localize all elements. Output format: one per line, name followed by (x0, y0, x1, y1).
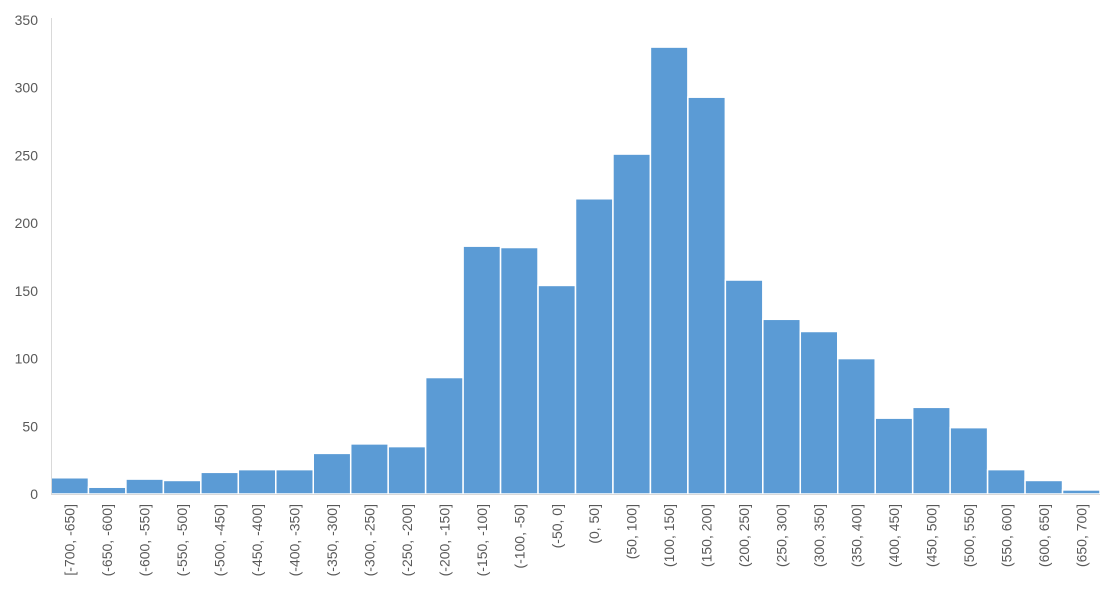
x-tick-label-2: (-600, -550] (137, 504, 153, 576)
x-tick-label-26: (600, 650] (1036, 504, 1052, 567)
x-tick-label-25: (550, 600] (998, 504, 1014, 567)
bar-10 (424, 376, 464, 495)
bar-2 (125, 478, 165, 495)
bar-11 (462, 245, 502, 495)
bar-25 (986, 468, 1026, 495)
bar-9 (387, 445, 427, 495)
bar-0 (50, 477, 90, 495)
bar-26 (1024, 479, 1064, 495)
x-tick-label-5: (-450, -400] (249, 504, 265, 576)
y-tick-label-3: 150 (15, 283, 39, 299)
x-tick-label-22: (400, 450] (886, 504, 902, 567)
x-tick-label-4: (-500, -450] (212, 504, 228, 576)
bar-13 (537, 284, 577, 495)
bar-3 (162, 479, 202, 495)
x-tick-label-27: (650, 700] (1073, 504, 1089, 567)
y-tick-label-2: 100 (15, 351, 39, 367)
bar-23 (911, 406, 951, 495)
y-tick-labels: 0 50 100 150 200 250 300 350 (15, 12, 39, 502)
bar-24 (949, 426, 989, 495)
x-tick-label-11: (-150, -100] (474, 504, 490, 576)
x-tick-label-7: (-350, -300] (324, 504, 340, 576)
bar-8 (349, 443, 389, 495)
bar-20 (799, 330, 839, 495)
x-tick-label-13: (-50, 0] (549, 504, 565, 548)
x-tick-label-20: (300, 350] (811, 504, 827, 567)
x-tick-label-15: (50, 100] (624, 504, 640, 559)
bar-7 (312, 452, 352, 495)
y-tick-label-1: 50 (22, 418, 38, 434)
bar-21 (837, 357, 876, 495)
bar-4 (200, 471, 240, 495)
x-tick-label-1: (-650, -600] (99, 504, 115, 576)
bar-1 (87, 486, 127, 495)
x-tick-label-6: (-400, -350] (287, 504, 303, 576)
bar-16 (649, 46, 689, 495)
x-tick-label-9: (-250, -200] (399, 504, 415, 576)
y-tick-label-5: 250 (15, 147, 39, 163)
bar-6 (275, 468, 315, 495)
x-tick-label-12: (-100, -50] (511, 504, 527, 569)
bar-18 (724, 279, 764, 495)
bar-27 (1061, 489, 1101, 495)
bar-5 (237, 468, 277, 495)
x-tick-label-17: (150, 200] (699, 504, 715, 567)
x-tick-label-14: (0, 50] (586, 504, 602, 544)
x-tick-label-21: (350, 400] (848, 504, 864, 567)
y-tick-label-7: 350 (15, 12, 39, 28)
bar-group (50, 46, 1101, 495)
y-tick-label-6: 300 (15, 80, 39, 96)
bar-22 (874, 417, 914, 495)
x-tick-label-19: (250, 300] (774, 504, 790, 567)
bar-12 (499, 246, 539, 495)
y-tick-label-4: 200 (15, 215, 39, 231)
x-tick-label-18: (200, 250] (736, 504, 752, 567)
y-tick-label-0: 0 (30, 486, 38, 502)
bar-15 (612, 153, 652, 495)
x-tick-label-10: (-200, -150] (436, 504, 452, 576)
bar-14 (574, 198, 614, 495)
x-tick-label-3: (-550, -500] (174, 504, 190, 576)
bar-19 (762, 318, 802, 495)
x-tick-labels: [-700, -650] (-650, -600] (-600, -550] (-55… (62, 504, 1090, 576)
x-tick-label-16: (100, 150] (661, 504, 677, 567)
x-tick-label-0: [-700, -650] (62, 504, 78, 576)
x-tick-label-8: (-300, -250] (361, 504, 377, 576)
x-tick-label-24: (500, 550] (961, 504, 977, 567)
x-tick-label-23: (450, 500] (923, 504, 939, 567)
bar-17 (687, 96, 727, 495)
